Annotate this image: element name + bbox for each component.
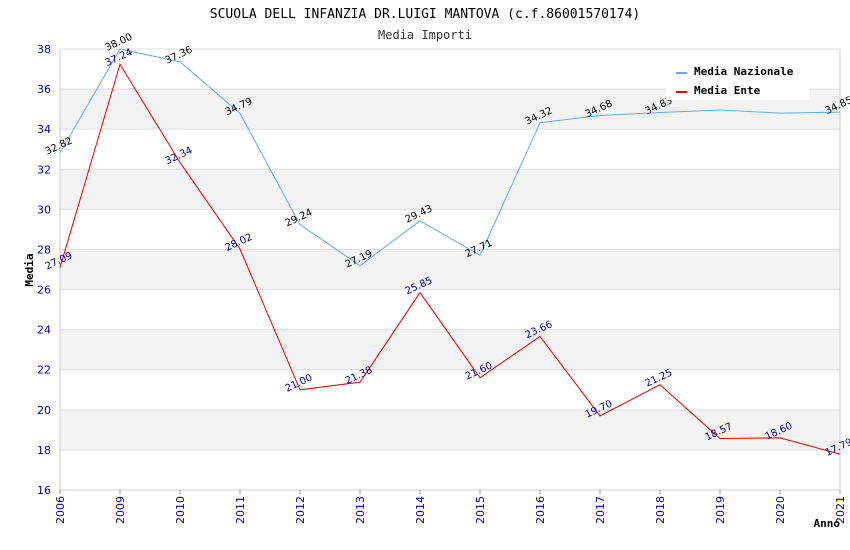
x-tick-label: 2019 — [714, 496, 727, 524]
y-tick-label: 26 — [37, 284, 51, 297]
legend: Media Nazionale Media Ente — [666, 60, 810, 100]
grid-band — [60, 249, 840, 290]
grid-band — [60, 169, 840, 210]
series-line-media-nazionale — [59, 48, 841, 267]
legend-box — [666, 60, 810, 100]
y-tick-label: 32 — [37, 163, 51, 176]
y-tick-label: 16 — [37, 484, 51, 497]
series-line-media-ente — [59, 63, 841, 455]
grid-band — [60, 289, 840, 330]
y-tick-label: 34 — [37, 123, 51, 136]
y-tick-label: 24 — [37, 324, 51, 337]
legend-label-media-ente: Media Ente — [694, 84, 761, 97]
x-tick-label: 2017 — [594, 496, 607, 524]
y-tick-label: 20 — [37, 404, 51, 417]
grid-band — [60, 449, 840, 490]
y-tick-label: 38 — [37, 43, 51, 56]
chart-subtitle: Media Importi — [378, 28, 472, 42]
x-tick-label: 2021 — [834, 496, 847, 524]
x-tick-label: 2016 — [534, 496, 547, 524]
y-tick-label: 36 — [37, 83, 51, 96]
x-tick-label: 2010 — [174, 496, 187, 524]
grid-band — [60, 129, 840, 170]
y-tick-label: 18 — [37, 444, 51, 457]
x-tick-label: 2015 — [474, 496, 487, 524]
y-axis-label: Media — [23, 253, 36, 286]
x-axis-label: Anno — [814, 517, 841, 530]
x-tick-label: 2014 — [414, 496, 427, 524]
grid-band — [60, 209, 840, 250]
x-tick-label: 2006 — [54, 496, 67, 524]
grid-band — [60, 369, 840, 410]
y-tick-label: 30 — [37, 203, 51, 216]
chart-title: SCUOLA DELL INFANZIA DR.LUIGI MANTOVA (c… — [210, 7, 640, 22]
y-tick-label: 22 — [37, 364, 51, 377]
legend-label-media-nazionale: Media Nazionale — [694, 65, 794, 78]
x-tick-label: 2011 — [234, 496, 247, 524]
x-tick-label: 2018 — [654, 496, 667, 524]
x-tick-label: 2012 — [294, 496, 307, 524]
grid-band — [60, 329, 840, 370]
x-tick-label: 2013 — [354, 496, 367, 524]
x-tick-label: 2009 — [114, 496, 127, 524]
y-tick-label: 28 — [37, 243, 51, 256]
x-tick-label: 2020 — [774, 496, 787, 524]
